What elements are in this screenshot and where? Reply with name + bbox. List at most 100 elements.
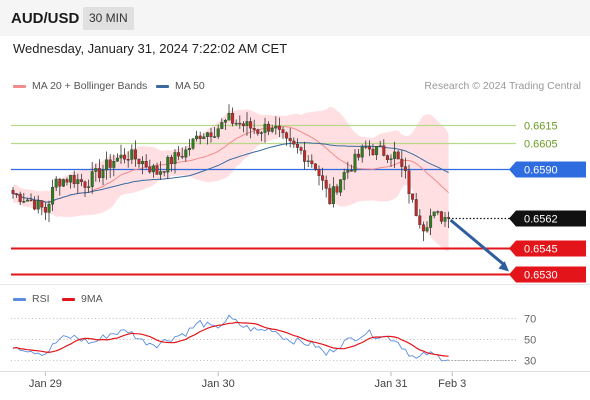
- candle-body: [382, 145, 386, 156]
- candle-66: [249, 117, 253, 139]
- candle-23: [94, 163, 98, 182]
- legend-swatch-ma20: [13, 84, 26, 88]
- candle-body: [137, 158, 141, 165]
- candle-73: [274, 116, 278, 135]
- candle-92: [342, 168, 346, 190]
- candle-body: [306, 160, 310, 163]
- legend-rsi: RSI: [13, 293, 50, 305]
- candle-109: [403, 157, 407, 179]
- candle-75: [281, 126, 285, 140]
- candle-body: [115, 157, 119, 162]
- candle-body: [151, 165, 155, 173]
- rsi-tick-30: 30: [524, 356, 536, 368]
- candle-body: [281, 129, 285, 134]
- candle-body: [256, 129, 260, 134]
- candle-110: [407, 164, 411, 204]
- candle-27: [108, 154, 112, 178]
- credit-text: Research © 2024 Trading Central: [424, 80, 581, 92]
- candle-18: [76, 173, 80, 194]
- candle-body: [378, 145, 382, 147]
- candle-3: [22, 192, 26, 204]
- legend-label-ma50: MA 50: [175, 80, 205, 92]
- candle-105: [389, 154, 393, 167]
- timeframe-badge[interactable]: 30 MIN: [83, 7, 134, 30]
- candle-body: [169, 156, 173, 164]
- candle-body: [177, 152, 181, 157]
- candle-41: [159, 161, 163, 180]
- candle-body: [144, 160, 148, 168]
- candle-36: [141, 156, 145, 175]
- candle-body: [72, 175, 76, 185]
- candle-body: [292, 140, 296, 145]
- candle-body: [353, 153, 357, 172]
- candle-body: [205, 132, 209, 137]
- candle-body: [141, 160, 145, 165]
- candle-body: [213, 136, 217, 138]
- candle-body: [443, 217, 447, 222]
- candle-body: [295, 144, 299, 148]
- candle-body: [166, 156, 170, 173]
- candle-115: [425, 221, 429, 233]
- candle-121: [447, 211, 451, 229]
- x-tick-label-0: Jan 29: [29, 378, 62, 390]
- candle-9: [43, 202, 47, 221]
- candle-19: [79, 173, 83, 187]
- legend-swatch-9ma: [62, 297, 75, 301]
- candle-body: [108, 159, 112, 168]
- candle-body: [83, 181, 87, 188]
- candle-69: [259, 131, 263, 142]
- candle-body: [105, 159, 109, 171]
- candle-body: [270, 127, 274, 132]
- legend-label-rsi: RSI: [32, 293, 50, 305]
- candle-101: [375, 146, 379, 160]
- candle-108: [400, 150, 404, 178]
- candle-85: [317, 165, 321, 186]
- candle-body: [393, 151, 397, 159]
- level-tag-2: [509, 161, 586, 178]
- candle-97: [360, 144, 364, 163]
- level-label-0: 0.6615: [524, 121, 558, 133]
- candle-body: [119, 154, 123, 159]
- candle-0: [11, 187, 15, 199]
- symbol-title: AUD/USD: [11, 10, 80, 27]
- candle-body: [11, 189, 15, 194]
- candle-111: [411, 193, 415, 203]
- candle-body: [22, 201, 26, 203]
- candle-70: [263, 117, 267, 143]
- candle-body: [285, 132, 289, 139]
- candle-104: [385, 154, 389, 163]
- candle-4: [25, 198, 29, 202]
- candle-body: [414, 199, 418, 216]
- candle-body: [407, 170, 411, 195]
- candle-body: [252, 128, 256, 130]
- candle-94: [349, 164, 353, 172]
- candle-118: [436, 210, 440, 216]
- candle-body: [335, 186, 339, 193]
- rsi-ma-line: [12, 321, 449, 357]
- candle-5: [29, 193, 33, 202]
- candle-body: [429, 215, 433, 228]
- candle-body: [123, 154, 127, 160]
- candle-16: [69, 174, 73, 189]
- candle-100: [371, 143, 375, 156]
- candle-82: [306, 155, 310, 168]
- candle-body: [76, 179, 80, 185]
- candle-body: [33, 200, 37, 210]
- candle-39: [151, 163, 155, 178]
- legend-ma20: MA 20 + Bollinger Bands: [13, 80, 147, 92]
- timestamp: Wednesday, January 31, 2024 7:22:02 AM C…: [13, 41, 288, 56]
- legend-9ma: 9MA: [62, 293, 103, 305]
- candle-38: [148, 159, 152, 174]
- level-label-1: 0.6605: [524, 139, 558, 151]
- candle-body: [180, 155, 184, 158]
- candle-body: [202, 136, 206, 140]
- candle-99: [367, 140, 371, 157]
- candle-body: [357, 153, 361, 158]
- candle-77: [288, 128, 292, 148]
- candle-body: [331, 186, 335, 205]
- candle-body: [439, 211, 443, 222]
- candle-body: [313, 163, 317, 170]
- candle-body: [227, 113, 231, 121]
- forecast-arrow-head: [498, 261, 509, 272]
